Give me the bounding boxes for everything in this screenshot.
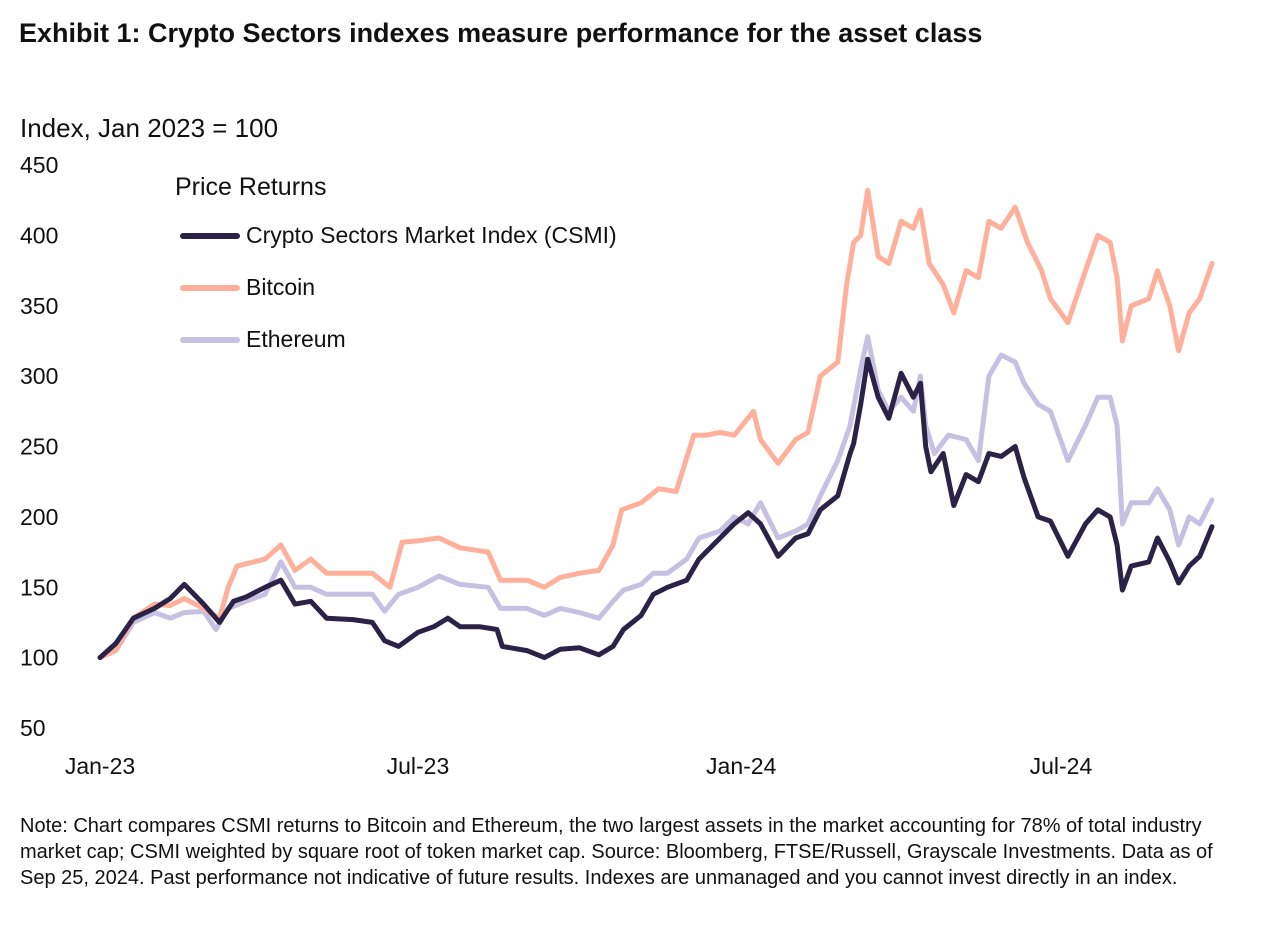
x-tick-label: Jul-24 <box>1030 753 1093 779</box>
legend-label-csmi: Crypto Sectors Market Index (CSMI) <box>246 222 617 248</box>
chart-title: Exhibit 1: Crypto Sectors indexes measur… <box>19 18 983 48</box>
x-axis: Jan-23 Jul-23 Jan-24 Jul-24 <box>65 753 1093 779</box>
legend-label-bitcoin: Bitcoin <box>246 274 316 300</box>
y-tick-label: 450 <box>20 152 58 178</box>
y-tick-label: 350 <box>20 293 58 319</box>
legend-swatch-bitcoin <box>180 284 240 291</box>
legend-item-csmi: Crypto Sectors Market Index (CSMI) <box>180 222 617 249</box>
x-tick-label: Jan-23 <box>65 753 135 779</box>
legend-item-ethereum: Ethereum <box>180 326 346 353</box>
series-line-ethereum <box>97 334 1215 661</box>
series-line-crypto-sectors-market-index-csmi <box>97 356 1215 661</box>
x-tick-label: Jul-23 <box>387 753 450 779</box>
x-tick-label: Jan-24 <box>706 753 777 779</box>
y-tick-label: 250 <box>20 434 58 460</box>
legend-item-bitcoin: Bitcoin <box>180 274 315 301</box>
y-axis-label: Index, Jan 2023 = 100 <box>20 113 279 143</box>
y-tick-label: 300 <box>20 363 58 389</box>
footnote: Note: Chart compares CSMI returns to Bit… <box>20 815 1213 889</box>
legend-swatch-csmi <box>180 232 240 239</box>
y-axis: 50 100 150 200 250 300 350 400 450 <box>20 152 58 741</box>
legend-swatch-ethereum <box>180 336 240 343</box>
y-tick-label: 100 <box>20 645 58 671</box>
series-lines <box>97 187 1215 661</box>
legend-title: Price Returns <box>175 173 327 201</box>
y-tick-label: 150 <box>20 574 58 600</box>
y-tick-label: 200 <box>20 504 58 530</box>
legend-label-ethereum: Ethereum <box>246 326 346 352</box>
series-line-bitcoin <box>97 187 1215 661</box>
y-tick-label: 50 <box>20 715 46 741</box>
y-tick-label: 400 <box>20 222 58 248</box>
